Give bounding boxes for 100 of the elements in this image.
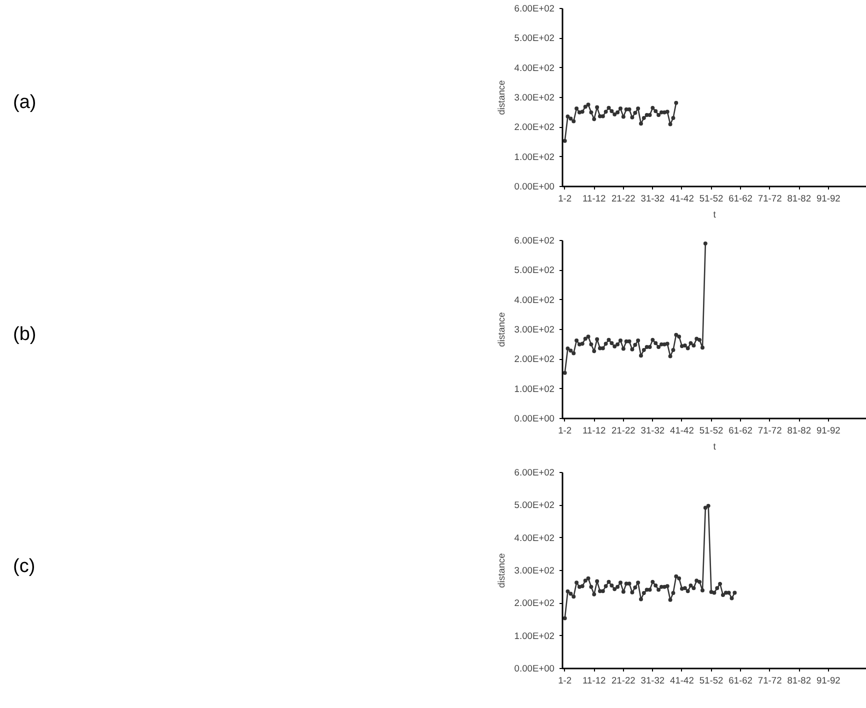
point xyxy=(703,241,708,246)
y-tick-label: 3.00E+02 xyxy=(514,566,555,576)
point xyxy=(703,506,708,510)
point xyxy=(677,334,682,339)
point xyxy=(574,580,579,585)
y-axis-title: distance xyxy=(496,553,506,588)
point xyxy=(598,589,602,594)
point xyxy=(650,338,655,342)
point xyxy=(592,117,596,122)
point xyxy=(662,110,666,114)
point xyxy=(650,580,655,584)
point xyxy=(568,116,573,121)
y-tick-label: 1.00E+02 xyxy=(514,384,555,394)
text: (a) xyxy=(13,91,36,115)
point xyxy=(562,138,567,143)
point xyxy=(630,590,634,594)
point xyxy=(700,588,704,592)
y-tick-label: 5.00E+02 xyxy=(514,33,555,44)
point xyxy=(612,344,617,348)
y-tick-label: 5.00E+02 xyxy=(514,265,555,276)
point xyxy=(726,590,731,595)
point xyxy=(589,584,594,589)
y-tick-label: 4.00E+02 xyxy=(514,532,555,543)
x-tick-label: 71-72 xyxy=(758,194,782,204)
y-tick-label: 1.00E+02 xyxy=(514,152,555,162)
text: (c) xyxy=(13,555,36,579)
point xyxy=(712,590,716,595)
x-axis-title: t xyxy=(713,442,716,452)
x-tick-label: 81-82 xyxy=(787,194,812,204)
point xyxy=(630,115,634,120)
point xyxy=(654,109,658,114)
point xyxy=(677,576,682,580)
point xyxy=(686,589,690,594)
point xyxy=(700,346,704,350)
point xyxy=(659,342,664,346)
x-tick-label: 71-72 xyxy=(758,676,782,686)
point xyxy=(668,598,672,602)
x-tick-label: 21-22 xyxy=(611,194,636,204)
x-tick-label: 91-92 xyxy=(816,426,840,436)
point xyxy=(577,584,582,589)
point xyxy=(674,574,678,578)
y-tick-label: 6.00E+02 xyxy=(514,236,555,246)
point xyxy=(636,338,640,342)
point xyxy=(580,342,584,346)
point xyxy=(589,342,594,346)
point xyxy=(562,616,567,620)
y-tick-label: 0.00E+00 xyxy=(514,664,555,674)
x-tick-label: 11-12 xyxy=(582,194,606,204)
point xyxy=(610,341,614,346)
point xyxy=(621,346,626,351)
point xyxy=(709,590,714,594)
point xyxy=(682,586,687,590)
point xyxy=(624,582,628,586)
point xyxy=(600,589,605,594)
point xyxy=(627,107,632,112)
x-tick-label: 91-92 xyxy=(816,194,840,204)
point xyxy=(583,578,588,583)
point xyxy=(598,346,602,350)
point xyxy=(718,582,722,586)
point xyxy=(642,591,646,596)
x-tick-label: 41-42 xyxy=(670,676,694,686)
point xyxy=(648,113,652,117)
point xyxy=(618,106,622,110)
point xyxy=(720,593,725,597)
point xyxy=(648,588,652,592)
point xyxy=(642,348,646,352)
point xyxy=(624,107,628,112)
y-tick-label: 3.00E+02 xyxy=(514,92,555,102)
point xyxy=(574,338,579,342)
point xyxy=(627,582,632,586)
point xyxy=(682,344,687,348)
point xyxy=(654,341,658,346)
x-tick-label: 51-52 xyxy=(699,676,724,686)
point xyxy=(686,346,690,350)
y-tick-label: 6.00E+02 xyxy=(514,4,555,14)
point xyxy=(659,110,664,114)
point xyxy=(586,102,590,107)
point xyxy=(592,349,596,354)
x-tick-label: 31-32 xyxy=(640,676,665,686)
point xyxy=(633,342,638,347)
y-tick-label: 1.00E+02 xyxy=(514,630,555,641)
y-tick-label: 0.00E+00 xyxy=(514,414,555,424)
point xyxy=(600,346,605,350)
point xyxy=(580,584,584,588)
y-tick-label: 2.00E+02 xyxy=(514,122,555,132)
x-tick-label: 41-42 xyxy=(670,194,694,204)
point xyxy=(583,336,588,341)
point xyxy=(638,122,643,126)
x-tick-label: 91-92 xyxy=(816,676,840,686)
point xyxy=(680,344,684,348)
point xyxy=(604,584,608,588)
x-tick-label: 81-82 xyxy=(787,676,812,686)
point xyxy=(610,584,614,588)
x-tick-label: 31-32 xyxy=(640,426,665,436)
point xyxy=(610,109,614,114)
point xyxy=(656,588,661,592)
point xyxy=(604,342,608,346)
point xyxy=(572,351,576,356)
point xyxy=(606,580,611,584)
y-axis-title: distance xyxy=(496,80,506,115)
